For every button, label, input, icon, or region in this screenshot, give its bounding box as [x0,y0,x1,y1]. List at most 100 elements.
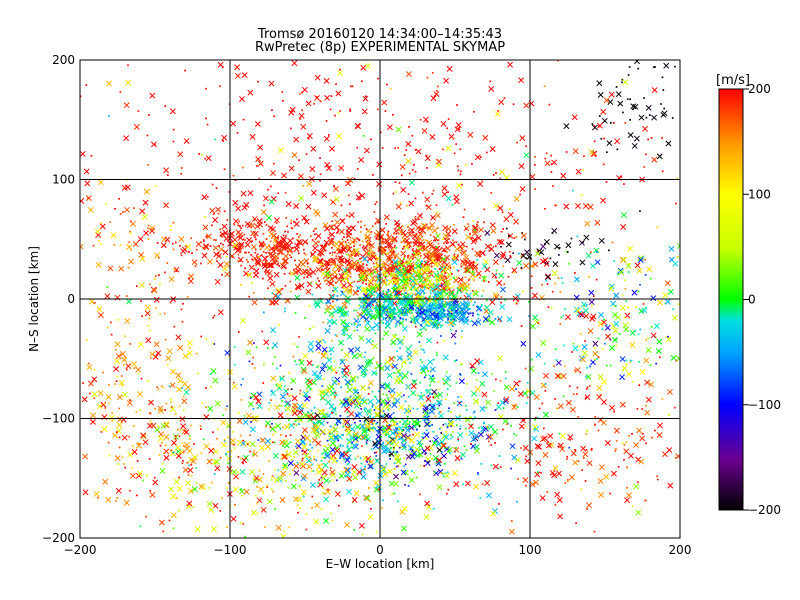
scatter-point-dot [289,280,292,283]
scatter-point-dot [322,409,325,412]
scatter-point-cross [374,458,381,464]
scatter-point-dot [598,115,601,117]
scatter-point-dot [446,242,448,244]
scatter-point-dot [286,413,289,416]
scatter-point-dot [350,289,353,291]
scatter-point-dot [156,242,159,244]
scatter-point-cross [364,495,371,502]
scatter-point-cross [581,350,588,357]
scatter-point-cross [445,145,452,152]
scatter-point-cross [395,203,402,210]
scatter-point-dot [455,382,458,384]
scatter-point-dot [293,220,295,223]
scatter-point-dot [357,455,359,458]
scatter-point-dot [292,355,295,358]
scatter-point-cross [344,521,351,528]
scatter-point-dot [285,300,288,302]
scatter-point-dot [357,261,359,264]
scatter-point-dot [458,318,461,321]
scatter-point-dot [309,282,312,284]
scatter-point-dot [488,315,491,317]
scatter-point-dot [265,269,267,271]
scatter-point-dot [490,191,493,194]
scatter-point-dot [344,241,347,244]
scatter-point-cross [257,160,264,167]
scatter-point-dot [352,226,354,229]
scatter-point-dot [396,306,398,308]
scatter-point-dot [338,268,341,271]
scatter-point-cross [434,283,440,290]
scatter-point-cross [457,432,464,439]
scatter-point-dot [359,244,361,246]
scatter-point-dot [137,110,140,112]
scatter-point-dot [426,324,429,327]
scatter-point-dot [419,493,421,496]
scatter-point-dot [296,461,299,464]
scatter-point-cross [333,224,340,231]
scatter-point-dot [403,307,406,309]
scatter-point-dot [342,425,345,427]
scatter-point-dot [440,272,443,275]
scatter-point-dot [312,455,315,458]
scatter-point-dot [349,395,352,398]
scatter-point-dot [345,451,348,453]
scatter-point-cross [479,405,486,412]
scatter-point-cross [458,316,465,323]
scatter-point-cross [324,161,331,168]
scatter-point-dot [399,347,401,350]
scatter-point-dot [332,300,334,303]
scatter-point-dot [643,166,646,168]
scatter-point-dot [485,151,488,154]
scatter-point-dot [520,267,523,270]
scatter-point-dot [336,423,339,426]
scatter-point-dot [425,429,428,432]
scatter-point-dot [181,442,184,444]
scatter-point-dot [293,456,296,458]
scatter-point-dot [270,399,272,402]
scatter-point-dot [629,98,631,101]
scatter-point-cross [400,186,407,193]
scatter-point-dot [411,134,414,137]
scatter-point-dot [375,486,378,489]
scatter-point-cross [440,288,447,295]
scatter-point-cross [423,514,430,521]
scatter-point-dot [471,163,473,165]
scatter-point-dot [292,268,295,271]
scatter-point-cross [367,279,374,286]
scatter-point-dot [385,253,387,256]
scatter-point-dot [402,225,404,228]
scatter-point-dot [410,241,413,244]
scatter-point-cross [267,251,274,258]
scatter-point-cross [307,378,314,385]
scatter-point-dot [365,300,368,302]
scatter-point-dot [136,460,139,462]
scatter-point-dot [301,450,304,452]
scatter-point-dot [495,269,498,272]
scatter-point-cross [299,461,305,468]
scatter-point-dot [515,236,518,238]
scatter-point-dot [393,356,396,359]
scatter-point-dot [148,458,151,460]
scatter-point-dot [358,253,360,255]
scatter-point-dot [309,443,312,446]
scatter-point-dot [370,418,373,421]
scatter-point-cross [403,469,409,476]
scatter-point-dot [349,402,351,405]
scatter-point-cross [513,218,520,225]
scatter-point-cross [293,463,300,470]
scatter-point-dot [586,430,589,432]
scatter-point-cross [518,423,525,430]
scatter-point-cross [503,396,510,403]
scatter-point-dot [263,297,266,300]
scatter-point-cross [424,276,431,283]
scatter-point-cross [352,431,359,438]
scatter-point-dot [262,492,265,494]
scatter-point-dot [629,361,632,364]
scatter-point-dot [255,346,258,349]
scatter-point-cross [604,439,611,446]
scatter-point-dot [209,373,212,375]
scatter-point-cross [355,265,362,272]
scatter-point-dot [416,408,419,410]
scatter-point-dot [364,468,366,470]
scatter-point-dot [566,251,569,253]
